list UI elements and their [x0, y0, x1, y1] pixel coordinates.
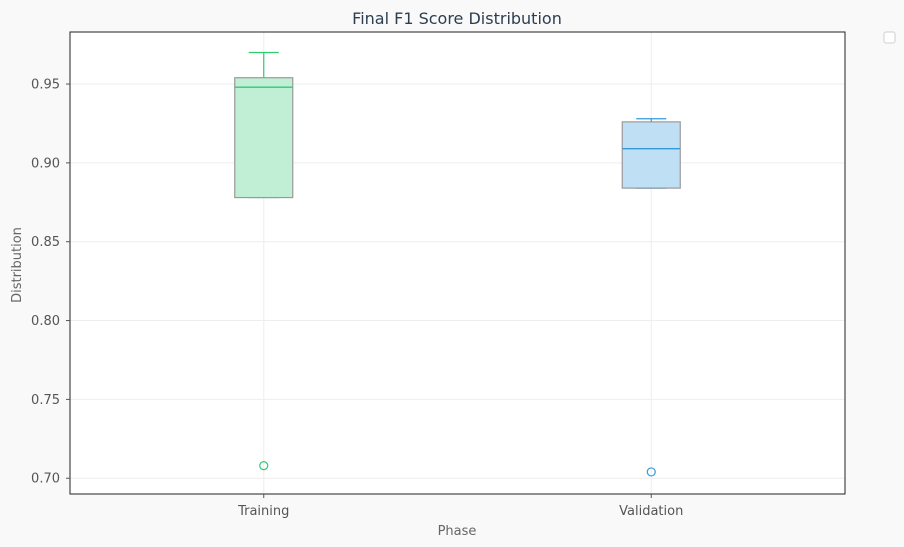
y-tick-label: 0.80: [31, 314, 60, 329]
x-tick-label: Training: [237, 504, 289, 519]
y-tick-label: 0.85: [31, 235, 60, 250]
y-tick-label: 0.75: [31, 393, 60, 408]
outlier-point: [646, 467, 656, 477]
box-iqr: [234, 77, 294, 199]
box-training: [234, 51, 294, 471]
x-axis-ticks: Training Validation: [237, 494, 683, 519]
outlier-point: [259, 461, 269, 471]
box-iqr: [621, 121, 681, 189]
legend-box: [883, 31, 896, 44]
y-tick-label: 0.70: [31, 472, 60, 487]
y-axis-label: Distribution: [10, 227, 25, 303]
y-tick-label: 0.90: [31, 156, 60, 171]
x-axis-label: Phase: [438, 524, 477, 539]
y-tick-label: 0.95: [31, 78, 60, 93]
chart-title: Final F1 Score Distribution: [352, 9, 562, 28]
box-series: [234, 51, 681, 477]
plot-area: [70, 32, 845, 494]
x-tick-label: Validation: [619, 504, 683, 519]
y-axis-ticks: 0.70 0.75 0.80 0.85 0.90 0.95: [31, 78, 70, 487]
plot-frame: [69, 31, 846, 495]
box-validation: [621, 118, 681, 477]
